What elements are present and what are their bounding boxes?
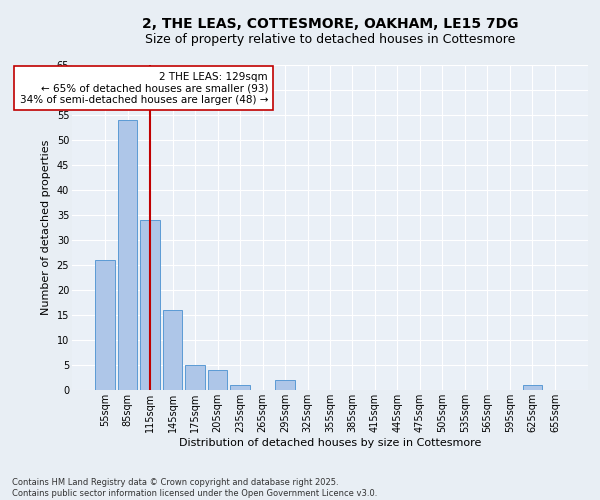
- Bar: [163, 310, 182, 390]
- Text: 2, THE LEAS, COTTESMORE, OAKHAM, LE15 7DG: 2, THE LEAS, COTTESMORE, OAKHAM, LE15 7D…: [142, 18, 518, 32]
- Bar: [95, 260, 115, 390]
- Bar: [118, 120, 137, 390]
- Text: Contains HM Land Registry data © Crown copyright and database right 2025.
Contai: Contains HM Land Registry data © Crown c…: [12, 478, 377, 498]
- Text: Size of property relative to detached houses in Cottesmore: Size of property relative to detached ho…: [145, 32, 515, 46]
- Bar: [140, 220, 160, 390]
- Bar: [230, 385, 250, 390]
- Bar: [208, 370, 227, 390]
- Y-axis label: Number of detached properties: Number of detached properties: [41, 140, 51, 315]
- Bar: [185, 365, 205, 390]
- X-axis label: Distribution of detached houses by size in Cottesmore: Distribution of detached houses by size …: [179, 438, 481, 448]
- Text: 2 THE LEAS: 129sqm
← 65% of detached houses are smaller (93)
34% of semi-detache: 2 THE LEAS: 129sqm ← 65% of detached hou…: [20, 72, 268, 104]
- Bar: [275, 380, 295, 390]
- Bar: [523, 385, 542, 390]
